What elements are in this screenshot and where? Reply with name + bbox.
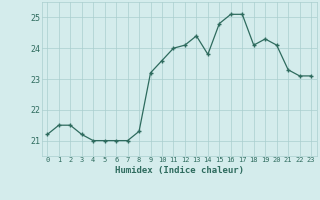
X-axis label: Humidex (Indice chaleur): Humidex (Indice chaleur)	[115, 166, 244, 175]
